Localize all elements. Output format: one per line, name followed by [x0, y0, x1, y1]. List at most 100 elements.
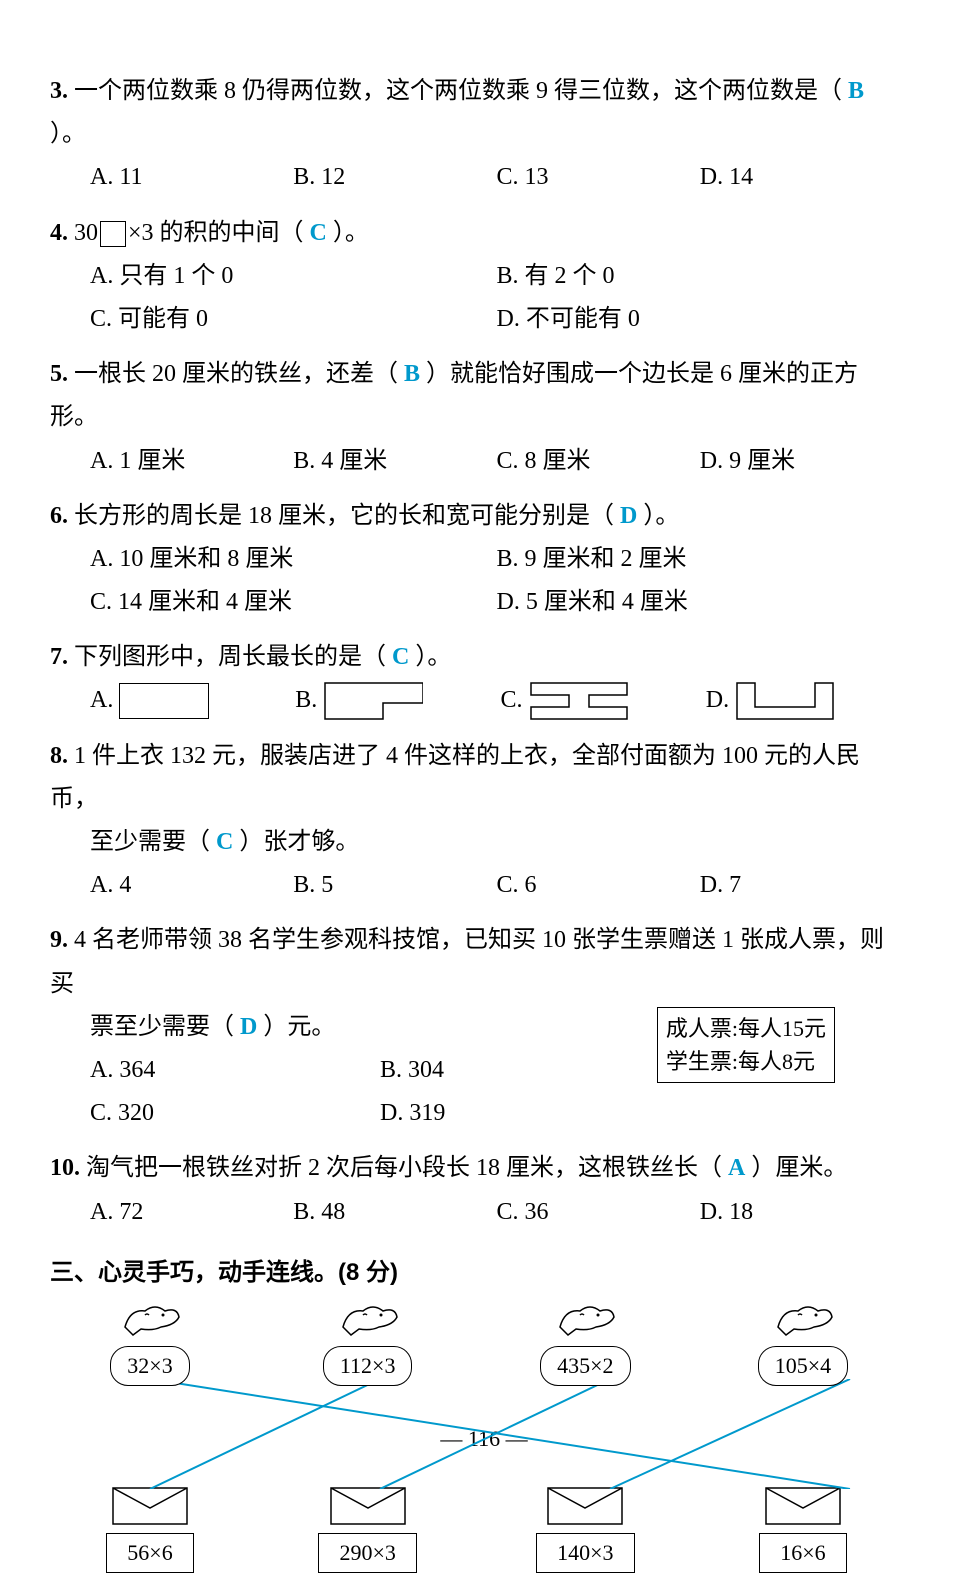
q8-line1: 1 件上衣 132 元，服装店进了 4 件这样的上衣，全部付面额为 100 元的…: [50, 743, 860, 812]
q9-optB: B. 304: [380, 1049, 670, 1092]
q5-before: 一根长 20 厘米的铁丝，还差（: [68, 361, 404, 387]
q8-optC: C. 6: [497, 864, 700, 907]
q6-optA: A. 10 厘米和 8 厘米: [90, 538, 497, 581]
q10-optC: C. 36: [497, 1191, 700, 1234]
envelope-3: 140×3: [515, 1486, 655, 1573]
q7-options: A. B. C. D.: [50, 679, 903, 722]
question-5: 5. 一根长 20 厘米的铁丝，还差（ B ）就能恰好围成一个边长是 6 厘米的…: [50, 353, 903, 483]
bird-icon: [115, 1297, 185, 1339]
bird-icon: [333, 1297, 403, 1339]
q8-answer: C: [216, 829, 233, 855]
q4-options: A. 只有 1 个 0B. 有 2 个 0 C. 可能有 0D. 不可能有 0: [50, 255, 903, 341]
q4-optD: D. 不可能有 0: [497, 298, 904, 341]
q3-after: ）。: [50, 121, 86, 147]
bird3-label: 435×2: [540, 1346, 630, 1386]
price-student: 学生票:每人8元: [666, 1045, 826, 1078]
q10-optA: A. 72: [90, 1191, 293, 1234]
q6-before: 长方形的周长是 18 厘米，它的长和宽可能分别是（: [68, 503, 620, 529]
env2-label: 290×3: [318, 1533, 416, 1573]
q10-optD: D. 18: [700, 1191, 903, 1234]
envelope-1: 56×6: [80, 1486, 220, 1573]
q6-optD: D. 5 厘米和 4 厘米: [497, 581, 904, 624]
envelope-icon: [546, 1486, 624, 1526]
q8-options: A. 4 B. 5 C. 6 D. 7: [50, 864, 903, 907]
env1-label: 56×6: [106, 1533, 193, 1573]
q8-num: 8.: [50, 743, 68, 769]
q3-answer: B: [848, 78, 864, 104]
q7-num: 7.: [50, 644, 68, 670]
q8-optA: A. 4: [90, 864, 293, 907]
q7-shapeC: C.: [501, 679, 698, 722]
price-info-box: 成人票:每人15元 学生票:每人8元: [657, 1007, 835, 1083]
q6-optB: B. 9 厘米和 2 厘米: [497, 538, 904, 581]
bird4-label: 105×4: [758, 1346, 848, 1386]
q5-options: A. 1 厘米 B. 4 厘米 C. 8 厘米 D. 9 厘米: [50, 440, 903, 483]
q7-labC: C.: [501, 679, 523, 722]
q7-before: 下列图形中，周长最长的是（: [68, 644, 392, 670]
q3-num: 3.: [50, 78, 68, 104]
q6-answer: D: [620, 503, 637, 529]
q5-optC: C. 8 厘米: [497, 440, 700, 483]
q9-num: 9.: [50, 927, 68, 953]
q6-options: A. 10 厘米和 8 厘米B. 9 厘米和 2 厘米 C. 14 厘米和 4 …: [50, 538, 903, 624]
q5-answer: B: [404, 361, 420, 387]
bird-icon: [550, 1297, 620, 1339]
q6-after: ）。: [637, 503, 679, 529]
q5-optB: B. 4 厘米: [293, 440, 496, 483]
q10-after: ）厘米。: [745, 1155, 847, 1181]
envelope-icon: [329, 1486, 407, 1526]
q4-optB: B. 有 2 个 0: [497, 255, 904, 298]
q9-optD: D. 319: [380, 1092, 670, 1135]
shape-b-icon: [323, 681, 423, 721]
q3-optA: A. 11: [90, 156, 293, 199]
q4-optA: A. 只有 1 个 0: [90, 255, 497, 298]
q3-options: A. 11 B. 12 C. 13 D. 14: [50, 156, 903, 199]
q7-labD: D.: [706, 679, 729, 722]
envelope-2: 290×3: [298, 1486, 438, 1573]
q5-num: 5.: [50, 361, 68, 387]
q7-shapeA: A.: [90, 679, 287, 722]
question-9: 9. 4 名老师带领 38 名学生参观科技馆，已知买 10 张学生票赠送 1 张…: [50, 919, 903, 1135]
bird-icon: [768, 1297, 838, 1339]
q9-options: A. 364B. 304 C. 320D. 319: [50, 1049, 670, 1135]
matching-exercise: 32×3 112×3 435×2 105×4 56×6 290×3 140×3: [80, 1297, 873, 1547]
q6-optC: C. 14 厘米和 4 厘米: [90, 581, 497, 624]
q4-before: 30: [68, 220, 98, 246]
price-adult: 成人票:每人15元: [666, 1012, 826, 1045]
q10-num: 10.: [50, 1155, 80, 1181]
q3-optD: D. 14: [700, 156, 903, 199]
q4-optC: C. 可能有 0: [90, 298, 497, 341]
question-10: 10. 淘气把一根铁丝对折 2 次后每小段长 18 厘米，这根铁丝长（ A ）厘…: [50, 1147, 903, 1233]
shape-c-icon: [529, 681, 629, 721]
q10-options: A. 72 B. 48 C. 36 D. 18: [50, 1191, 903, 1234]
shape-a-icon: [119, 683, 209, 719]
shape-d-icon: [735, 681, 835, 721]
bird-3: 435×2: [515, 1297, 655, 1386]
q3-optC: C. 13: [497, 156, 700, 199]
q9-answer: D: [240, 1014, 257, 1040]
q4-answer: C: [310, 220, 327, 246]
bird2-label: 112×3: [323, 1346, 413, 1386]
bird1-label: 32×3: [110, 1346, 189, 1386]
q4-after: ）。: [327, 220, 369, 246]
question-6: 6. 长方形的周长是 18 厘米，它的长和宽可能分别是（ D ）。 A. 10 …: [50, 495, 903, 625]
q5-optA: A. 1 厘米: [90, 440, 293, 483]
q10-optB: B. 48: [293, 1191, 496, 1234]
question-7: 7. 下列图形中，周长最长的是（ C ）。 A. B. C. D.: [50, 636, 903, 722]
q7-shapeB: B.: [295, 679, 492, 722]
q6-num: 6.: [50, 503, 68, 529]
q4-mid: ×3 的积的中间（: [128, 220, 310, 246]
q8-optB: B. 5: [293, 864, 496, 907]
q9-optA: A. 364: [90, 1049, 380, 1092]
q8-optD: D. 7: [700, 864, 903, 907]
q9-line1: 4 名老师带领 38 名学生参观科技馆，已知买 10 张学生票赠送 1 张成人票…: [50, 927, 884, 996]
q7-labB: B.: [295, 679, 317, 722]
envelope-icon: [764, 1486, 842, 1526]
section3-title: 三、心灵手巧，动手连线。(8 分): [50, 1252, 903, 1287]
question-8: 8. 1 件上衣 132 元，服装店进了 4 件这样的上衣，全部付面额为 100…: [50, 735, 903, 908]
birds-row: 32×3 112×3 435×2 105×4: [80, 1297, 873, 1386]
q9-line2b: 票至少需要（: [90, 1014, 240, 1040]
question-3: 3. 一个两位数乘 8 仍得两位数，这个两位数乘 9 得三位数，这个两位数是（ …: [50, 70, 903, 200]
q9-line2a: ）元。: [257, 1014, 335, 1040]
q10-before: 淘气把一根铁丝对折 2 次后每小段长 18 厘米，这根铁丝长（: [80, 1155, 728, 1181]
